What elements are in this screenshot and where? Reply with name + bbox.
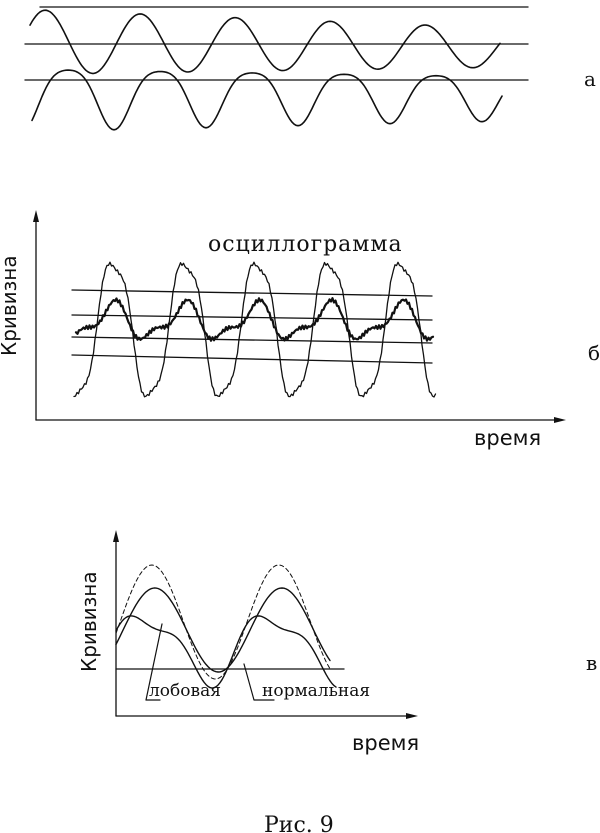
panel-b-y-label: Кривизна — [0, 255, 21, 356]
panel-a-letter: а — [584, 67, 596, 91]
panel-c-x-arrow — [406, 713, 418, 719]
panel-c-normal-curve — [115, 587, 331, 673]
panel-a-wave-lower — [31, 69, 503, 131]
panel-a-wave-upper — [29, 9, 501, 75]
panel-c-frontal-leader — [145, 623, 163, 701]
panel-c: лобовая нормальная Кривизна время в — [77, 530, 597, 755]
panel-c-x-label: время — [352, 731, 419, 755]
panel-c-y-label: Кривизна — [77, 571, 101, 672]
panel-c-frontal-label: лобовая — [149, 681, 221, 701]
panel-c-frontal-curve — [115, 615, 337, 689]
figure-caption: Рис. 9 — [264, 813, 334, 833]
panel-c-normal-leader — [243, 663, 275, 701]
panel-b-trace-large — [73, 261, 437, 398]
panel-a: а — [24, 6, 596, 131]
panel-b-level-1 — [71, 289, 433, 297]
panel-b-y-arrow — [33, 210, 39, 222]
panel-c-y-arrow — [113, 530, 119, 542]
panel-c-letter: в — [586, 651, 597, 675]
panel-b-level-2 — [71, 314, 433, 321]
panel-c-reference-dashed — [115, 564, 331, 680]
panel-b-trace-small — [74, 297, 435, 342]
panel-b-x-arrow — [554, 417, 566, 423]
panel-b-letter: б — [588, 341, 600, 365]
panel-b-x-label: время — [474, 426, 541, 450]
panel-c-normal-label: нормальная — [262, 681, 370, 701]
panel-b-level-3 — [71, 336, 433, 344]
panel-b-title: осциллограмма — [208, 232, 403, 257]
panel-b-level-4 — [71, 354, 433, 364]
panel-b: осциллограмма Кривизна время б — [0, 210, 600, 450]
